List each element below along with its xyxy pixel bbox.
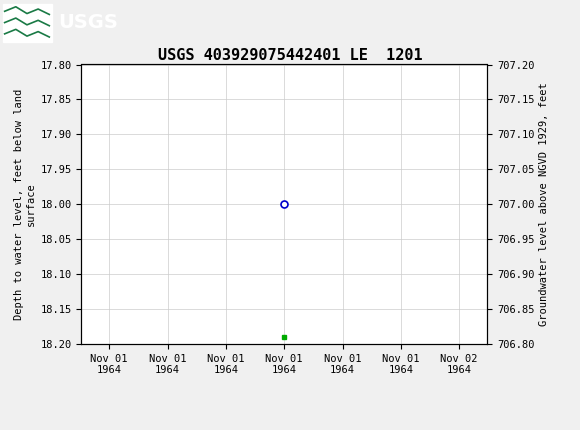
Text: USGS: USGS — [58, 13, 118, 32]
Y-axis label: Groundwater level above NGVD 1929, feet: Groundwater level above NGVD 1929, feet — [539, 83, 549, 326]
Y-axis label: Depth to water level, feet below land
surface: Depth to water level, feet below land su… — [14, 89, 36, 320]
Text: USGS 403929075442401 LE  1201: USGS 403929075442401 LE 1201 — [158, 49, 422, 63]
Bar — [3, 3, 52, 42]
